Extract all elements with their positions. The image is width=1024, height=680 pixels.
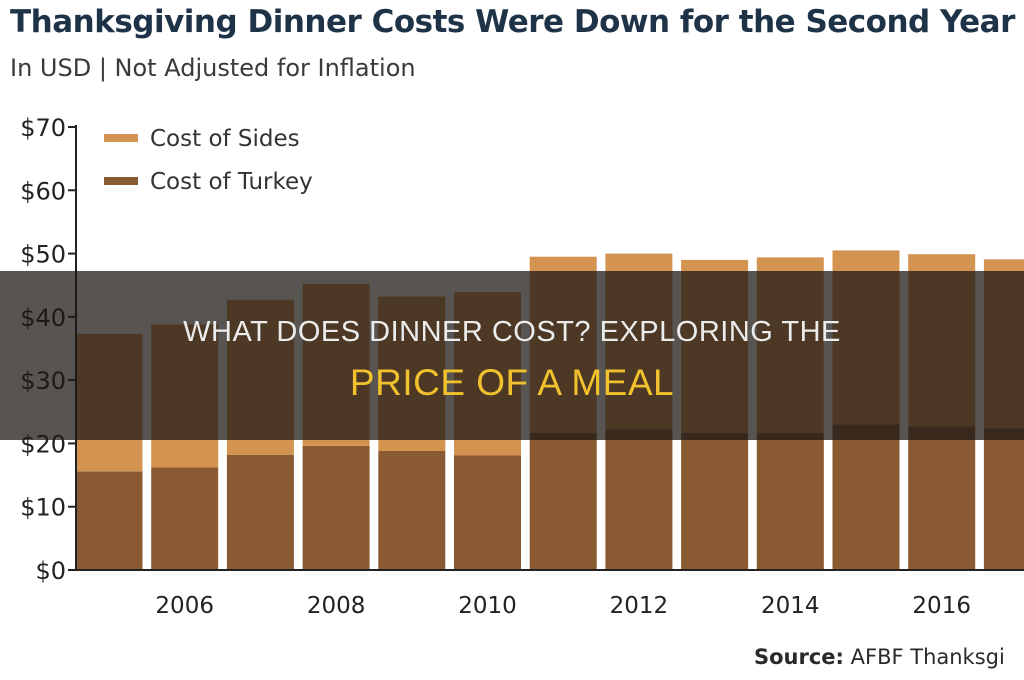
x-tick-label: 2008 (307, 593, 366, 619)
source-note: Source: AFBF Thanksgi (754, 645, 1024, 669)
legend-label: Cost of Turkey (150, 169, 313, 195)
x-tick-label: 2010 (458, 593, 517, 619)
x-tick-label: 2016 (912, 593, 971, 619)
bar-turkey-2006 (151, 467, 219, 570)
title-overlay-band (0, 271, 1024, 440)
source-text: AFBF Thanksgi (850, 645, 1005, 669)
bar-turkey-2007 (226, 454, 294, 570)
bar-turkey-2009 (378, 451, 446, 570)
y-tick-label: $70 (20, 114, 66, 142)
bar-turkey-2014 (756, 432, 824, 570)
bar-turkey-2005 (75, 471, 143, 570)
legend-label: Cost of Sides (150, 126, 300, 152)
bar-turkey-2015 (832, 424, 900, 570)
bar-turkey-2016 (908, 426, 976, 570)
bar-turkey-2012 (605, 429, 673, 570)
bar-turkey-2017 (983, 428, 1024, 570)
overlay-headline-line2: Price Of A Meal (349, 362, 675, 403)
y-tick-label: $50 (20, 241, 66, 269)
bar-turkey-2008 (302, 446, 370, 570)
source-label: Source: (754, 645, 844, 669)
x-tick-label: 2014 (761, 593, 820, 619)
bar-turkey-2013 (681, 432, 749, 570)
x-tick-label: 2006 (155, 593, 214, 619)
chart-title: Thanksgiving Dinner Costs Were Down for … (10, 4, 1015, 40)
y-tick-label: $0 (35, 557, 66, 585)
legend: Cost of Sides Cost of Turkey (104, 126, 313, 195)
legend-swatch (104, 177, 138, 185)
bar-turkey-2011 (529, 432, 597, 570)
y-tick-label: $10 (20, 494, 66, 522)
x-tick-label: 2012 (610, 593, 669, 619)
bar-turkey-2010 (454, 455, 521, 570)
y-tick-label: $60 (20, 177, 66, 205)
overlay-headline-line1: What Does Dinner Cost? Exploring The (183, 316, 841, 348)
legend-swatch (104, 134, 138, 142)
chart-subtitle: In USD | Not Adjusted for Inflation (10, 54, 416, 82)
